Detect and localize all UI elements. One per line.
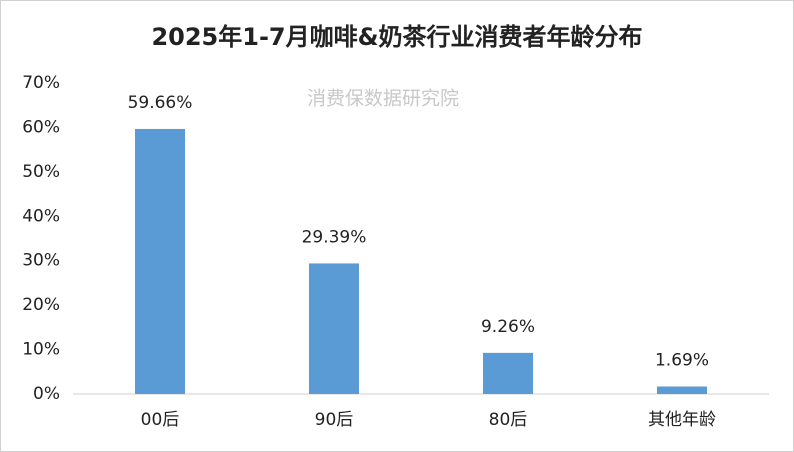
- y-tick-label: 30%: [22, 251, 60, 271]
- x-tick-label: 其他年龄: [648, 410, 716, 430]
- y-tick-label: 70%: [22, 73, 60, 93]
- y-tick-label: 50%: [22, 162, 60, 182]
- bar: [657, 386, 707, 394]
- x-tick-label: 00后: [141, 410, 180, 430]
- watermark: 消费保数据研究院: [307, 88, 459, 110]
- y-tick-label: 40%: [22, 206, 60, 226]
- value-label: 59.66%: [128, 93, 193, 113]
- x-tick-label: 90后: [315, 410, 354, 430]
- value-label: 9.26%: [481, 317, 535, 337]
- x-tick-label: 80后: [489, 410, 528, 430]
- y-tick-label: 10%: [22, 340, 60, 360]
- y-tick-label: 0%: [33, 384, 60, 404]
- bar: [483, 352, 533, 394]
- y-tick-label: 20%: [22, 295, 60, 315]
- chart-title: 2025年1-7月咖啡&奶茶行业消费者年龄分布: [151, 23, 642, 51]
- value-label: 29.39%: [302, 227, 367, 247]
- y-tick-label: 60%: [22, 117, 60, 137]
- value-label: 1.69%: [655, 350, 709, 370]
- bar: [309, 263, 359, 394]
- bar: [135, 128, 185, 394]
